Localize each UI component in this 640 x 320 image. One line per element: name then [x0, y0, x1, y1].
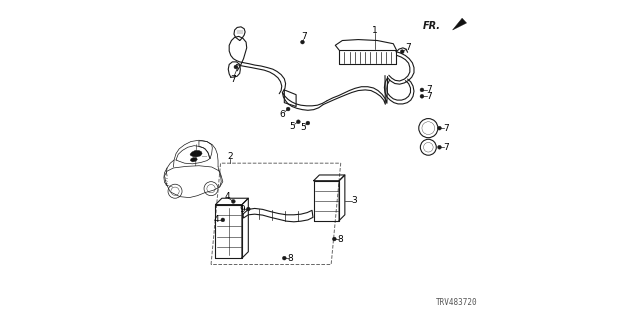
Text: 7: 7: [301, 32, 307, 41]
Text: 7: 7: [426, 85, 432, 94]
Circle shape: [286, 107, 290, 111]
Text: 3: 3: [351, 196, 356, 205]
Text: FR.: FR.: [422, 21, 440, 31]
Text: 7: 7: [444, 124, 449, 132]
Text: 7: 7: [406, 43, 412, 52]
Circle shape: [232, 199, 236, 203]
Text: 5: 5: [301, 123, 307, 132]
Text: 5: 5: [289, 122, 295, 131]
Circle shape: [438, 126, 442, 130]
Text: 8: 8: [287, 254, 293, 263]
Text: 7: 7: [230, 75, 236, 84]
Circle shape: [420, 88, 424, 92]
Polygon shape: [190, 157, 197, 162]
Text: 7: 7: [444, 143, 449, 152]
Circle shape: [306, 121, 310, 125]
Circle shape: [301, 40, 305, 44]
Circle shape: [438, 145, 442, 149]
Text: 8: 8: [337, 235, 343, 244]
Circle shape: [282, 256, 286, 260]
Text: 6: 6: [280, 110, 285, 119]
Text: TRV483720: TRV483720: [436, 298, 478, 307]
Circle shape: [400, 50, 404, 53]
Polygon shape: [452, 18, 467, 30]
Circle shape: [246, 207, 250, 211]
Circle shape: [234, 65, 238, 69]
Text: 2: 2: [227, 152, 233, 161]
Circle shape: [332, 237, 336, 241]
Text: 4: 4: [224, 192, 230, 201]
Polygon shape: [190, 150, 202, 157]
Text: 1: 1: [372, 26, 378, 35]
Circle shape: [420, 94, 424, 98]
Text: 4: 4: [214, 215, 220, 224]
Circle shape: [296, 120, 300, 124]
Text: 9: 9: [239, 204, 245, 213]
Text: 7: 7: [426, 92, 432, 101]
Circle shape: [221, 218, 225, 222]
